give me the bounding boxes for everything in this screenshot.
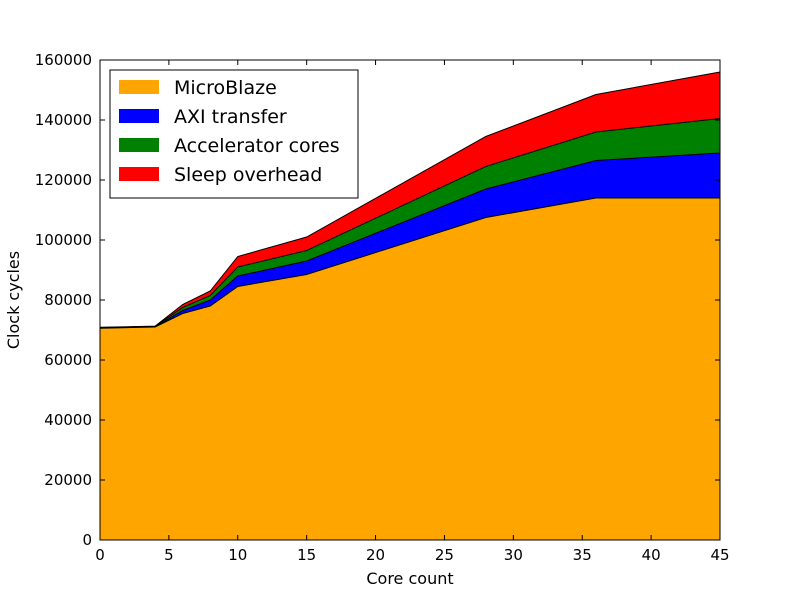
line-microblaze — [99, 197, 720, 329]
y-tick-label: 160000 — [35, 51, 92, 69]
x-tick-label: 40 — [642, 546, 661, 564]
x-axis-ticks: 0 5 10 15 20 25 30 35 40 45 — [95, 60, 730, 564]
x-tick-label: 20 — [366, 546, 385, 564]
y-tick-label: 0 — [82, 531, 92, 549]
area-sleep-overhead — [100, 72, 720, 328]
x-tick-label: 25 — [435, 546, 454, 564]
legend-label-axi-transfer: AXI transfer — [174, 106, 287, 128]
y-tick-label: 80000 — [44, 291, 92, 309]
legend: MicroBlaze AXI transfer Accelerator cores S… — [109, 69, 359, 199]
y-tick-label: 20000 — [44, 471, 92, 489]
area-accelerator-cores — [100, 118, 720, 328]
line-axi-transfer — [99, 152, 721, 329]
y-tick-label: 140000 — [35, 111, 92, 129]
line-accelerator-cores — [99, 118, 721, 329]
x-tick-label: 5 — [164, 546, 174, 564]
legend-label-microblaze: MicroBlaze — [174, 77, 277, 99]
legend-swatch-axi-transfer — [119, 109, 159, 123]
area-boundary-lines — [99, 71, 721, 329]
x-tick-label: 0 — [95, 546, 105, 564]
line-sleep-overhead — [99, 71, 721, 328]
y-tick-label: 40000 — [44, 411, 92, 429]
area-microblaze — [100, 198, 720, 540]
x-tick-label: 30 — [504, 546, 523, 564]
y-tick-label: 120000 — [35, 171, 92, 189]
y-axis-ticks: 0 20000 40000 60000 80000 100000 120000 140000 1… — [35, 51, 720, 549]
legend-swatch-sleep-overhead — [119, 167, 159, 181]
x-tick-label: 15 — [297, 546, 316, 564]
legend-swatch-accelerator-cores — [119, 138, 159, 152]
area-axi-transfer — [100, 153, 720, 329]
y-tick-label: 100000 — [35, 231, 92, 249]
legend-label-accelerator-cores: Accelerator cores — [174, 135, 340, 157]
legend-swatch-microblaze — [119, 80, 159, 94]
x-tick-label: 35 — [573, 546, 592, 564]
y-axis-label: Clock cycles — [4, 251, 23, 349]
y-tick-label: 60000 — [44, 351, 92, 369]
x-axis-label: Core count — [366, 569, 453, 588]
x-tick-label: 10 — [228, 546, 247, 564]
x-tick-label: 45 — [710, 546, 729, 564]
legend-label-sleep-overhead: Sleep overhead — [174, 164, 322, 186]
